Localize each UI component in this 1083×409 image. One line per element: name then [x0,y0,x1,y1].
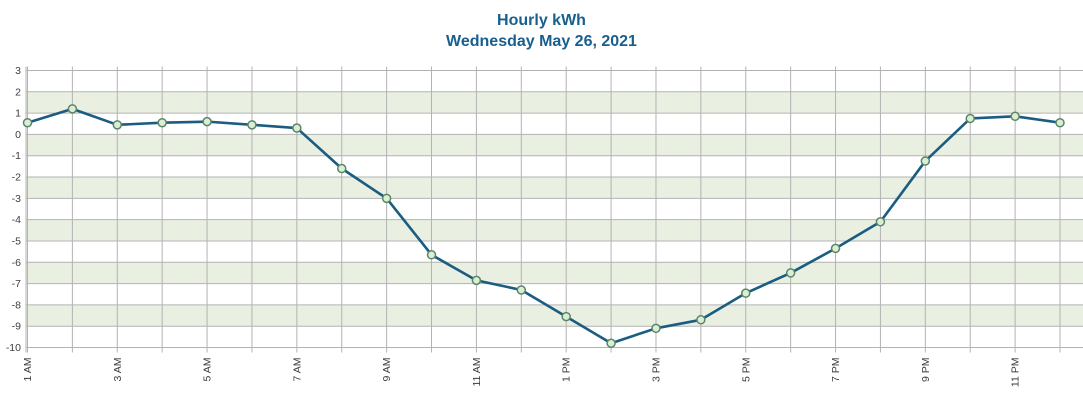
data-point-marker[interactable] [830,243,841,254]
plot-band [26,262,1083,284]
y-axis-label: 2 [15,86,21,98]
plot-band [26,304,1083,327]
data-point-marker[interactable] [875,217,886,227]
data-point-marker[interactable] [336,163,347,174]
data-point-marker[interactable] [381,193,392,204]
x-axis-label: 3 PM [650,358,662,383]
data-point-marker[interactable] [696,315,706,325]
data-point-marker[interactable] [67,104,78,114]
x-axis-label: 9 PM [920,358,932,383]
chart-title: Hourly kWh Wednesday May 26, 2021 [0,10,1083,52]
data-point-marker[interactable] [1010,111,1020,122]
plot-band [26,91,1083,114]
data-point-marker[interactable] [247,120,257,130]
plot-band [26,134,1083,156]
y-axis-label: 1 [15,108,21,120]
y-axis-label: 3 [15,65,21,77]
data-point-marker[interactable] [112,120,123,130]
data-point-marker[interactable] [202,116,212,127]
plot-band [26,219,1083,241]
data-point-marker[interactable] [22,117,33,128]
y-axis-label: -10 [6,342,21,354]
series-line [26,107,1062,345]
chart-title-line1: Hourly kWh [497,12,586,29]
data-point-marker[interactable] [606,338,616,348]
x-axis-label: 11 PM [1010,357,1022,387]
x-axis-label: 7 PM [830,358,842,383]
x-axis-label: 3 AM [112,358,124,382]
x-axis-label: 1 AM [22,358,34,382]
data-point-marker[interactable] [426,250,437,260]
data-point-marker[interactable] [561,311,571,322]
y-axis-label: -8 [12,299,21,311]
y-axis-label: -4 [12,214,21,226]
data-point-marker[interactable] [516,285,527,295]
data-point-marker[interactable] [785,268,796,278]
y-axis-label: -3 [12,193,21,205]
data-point-marker[interactable] [157,117,167,128]
plot-band [26,177,1083,199]
x-axis-label: 5 PM [740,358,752,383]
y-axis-label: 0 [15,129,21,141]
data-point-marker[interactable] [651,323,661,334]
data-point-marker[interactable] [741,288,751,298]
data-point-marker[interactable] [965,113,975,124]
x-axis-label: 9 AM [381,358,393,382]
y-axis-label: -6 [12,257,21,269]
chart-title-line2: Wednesday May 26, 2021 [446,33,637,50]
data-point-marker[interactable] [471,275,482,286]
data-point-marker[interactable] [292,123,302,133]
x-axis-label: 11 AM [471,358,483,387]
data-point-marker[interactable] [1055,117,1065,128]
y-axis-label: -5 [12,235,21,247]
data-point-marker[interactable] [920,156,931,166]
y-axis-label: -7 [12,278,21,290]
x-axis-label: 7 AM [291,358,303,382]
x-axis-label: 1 PM [561,358,573,383]
y-axis-label: -9 [12,321,21,333]
x-axis-label: 5 AM [202,358,214,382]
y-axis-label: -2 [12,172,21,184]
y-axis-label: -1 [12,150,21,162]
